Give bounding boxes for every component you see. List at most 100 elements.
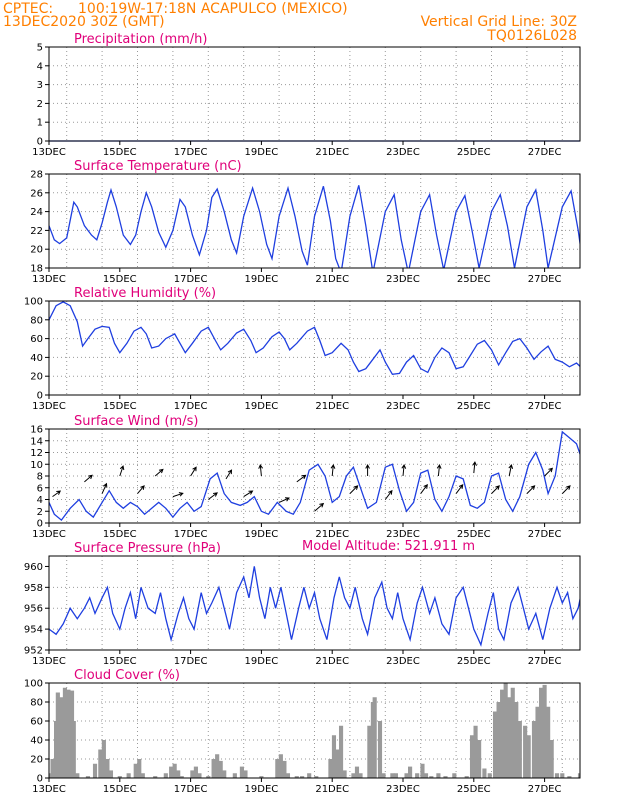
temp-xtick-label: 25DEC — [457, 274, 491, 285]
cloud-xtick-label: 19DEC — [245, 784, 279, 795]
wind-arrow — [491, 485, 500, 494]
pressure-series — [49, 566, 580, 647]
cloud-panel: Cloud Cover (%) 0 20 40 60 80 100 13DEC 15DEC 17D… — [24, 668, 581, 795]
temp-ytick-label: 20 — [30, 245, 43, 256]
wind-arrow — [190, 466, 197, 477]
temp-ytick-label: 22 — [30, 226, 43, 237]
cloud-bar — [549, 740, 554, 778]
cloud-bar — [59, 697, 64, 778]
wind-arrow — [154, 468, 164, 477]
wind-ytick-label: 2 — [37, 507, 43, 518]
cloud-bar — [71, 721, 76, 778]
temp-ytick-label: 26 — [30, 188, 43, 199]
cloud-bar — [390, 773, 395, 778]
wind-arrow — [330, 463, 336, 477]
cloud-bar — [482, 768, 487, 778]
wind-arrow — [137, 485, 145, 494]
wind-arrow — [436, 463, 442, 477]
temp-ytick-label: 18 — [30, 264, 43, 275]
precip-xtick-label: 15DEC — [103, 147, 137, 158]
cloud-bar — [477, 740, 482, 778]
cloud-xtick-label: 17DEC — [174, 784, 208, 795]
precip-xtick-label: 23DEC — [386, 147, 420, 158]
wind-arrow — [101, 482, 108, 494]
cloud-bar — [55, 692, 60, 778]
temp-xtick-label: 27DEC — [528, 274, 562, 285]
cloud-bar — [331, 735, 337, 778]
wind-xtick-label: 15DEC — [103, 529, 137, 540]
cloud-frame — [48, 682, 581, 779]
pressure-ytick-label: 956 — [24, 604, 43, 615]
cloud-bar — [206, 776, 211, 778]
cloud-bar — [517, 721, 522, 778]
wind-ytick-label: 14 — [30, 436, 43, 447]
cloud-ytick-label: 60 — [30, 717, 43, 728]
cloud-bar — [507, 697, 512, 778]
cloud-bar — [510, 687, 515, 778]
wind-arrow — [52, 490, 62, 498]
cloud-bar — [215, 754, 220, 778]
cloud-xtick-label: 27DEC — [528, 784, 562, 795]
cloud-bar — [372, 697, 377, 778]
temp-xtick-label: 21DEC — [315, 274, 349, 285]
cloud-bar — [218, 760, 223, 778]
cloud-bar — [98, 749, 103, 778]
wind-arrow — [208, 492, 218, 500]
cloud-bar — [452, 773, 457, 778]
cloud-bar — [101, 740, 106, 778]
temp-xtick-label: 13DEC — [32, 274, 66, 285]
cloud-ytick-label: 40 — [30, 736, 43, 747]
rh-xtick-label: 19DEC — [245, 401, 279, 412]
wind-frame — [48, 428, 581, 524]
cloud-bar — [117, 776, 122, 778]
wind-ytick-label: 4 — [37, 495, 43, 506]
wind-arrow — [365, 463, 370, 476]
cloud-bar — [232, 773, 237, 778]
cloud-bar — [335, 749, 340, 778]
cloud-bar — [300, 776, 305, 778]
rh-ytick-label: 100 — [24, 297, 43, 308]
cloud-bar — [75, 773, 80, 778]
temp-title: Surface Temperature (nC) — [74, 159, 242, 174]
cloud-ytick-label: 80 — [30, 698, 43, 709]
pressure-xtick-label: 13DEC — [32, 656, 66, 667]
wind-arrow — [225, 469, 233, 480]
precip-panel: Precipitation (mm/h) 0 1 2 3 4 5 13DEC 15DEC 17DE… — [32, 32, 581, 158]
wind-arrow — [561, 485, 571, 494]
cloud-xtick-label: 15DEC — [103, 784, 137, 795]
cloud-ytick-label: 20 — [30, 755, 43, 766]
pressure-xtick-label: 25DEC — [457, 656, 491, 667]
wind-arrow — [314, 502, 325, 512]
cloud-bar — [354, 766, 360, 778]
precip-xtick-label: 21DEC — [315, 147, 349, 158]
precip-ytick-label: 0 — [37, 137, 43, 148]
wind-ytick-label: 12 — [30, 448, 43, 459]
cloud-xtick-label: 13DEC — [32, 784, 66, 795]
cloud-bar — [328, 759, 333, 778]
header-grid-note: Vertical Grid Line: 30Z — [421, 14, 577, 30]
cloud-bar — [140, 773, 145, 778]
cloud-bar — [66, 689, 71, 778]
wind-arrow — [384, 489, 393, 500]
rh-series — [49, 301, 580, 375]
precip-ytick-label: 3 — [37, 80, 43, 91]
temp-xtick-label: 15DEC — [103, 274, 137, 285]
altitude-label: Model Altitude: 521.911 m — [302, 539, 475, 554]
cloud-ytick-label: 0 — [37, 774, 43, 785]
cloud-bar — [222, 770, 227, 778]
wind-ytick-label: 8 — [37, 472, 43, 483]
rh-xtick-label: 17DEC — [174, 401, 208, 412]
rh-xtick-label: 25DEC — [457, 401, 491, 412]
rh-frame — [48, 300, 581, 396]
wind-xtick-label: 27DEC — [528, 529, 562, 540]
wind-ytick-label: 6 — [37, 483, 43, 494]
wind-arrow — [84, 474, 93, 483]
rh-title: Relative Humidity (%) — [74, 286, 216, 301]
temp-ytick-label: 24 — [30, 207, 43, 218]
wind-xtick-label: 23DEC — [386, 529, 420, 540]
cloud-bar — [377, 721, 383, 778]
cloud-bar — [92, 763, 98, 778]
cloud-bar — [50, 759, 55, 778]
rh-ytick-label: 60 — [30, 334, 43, 345]
